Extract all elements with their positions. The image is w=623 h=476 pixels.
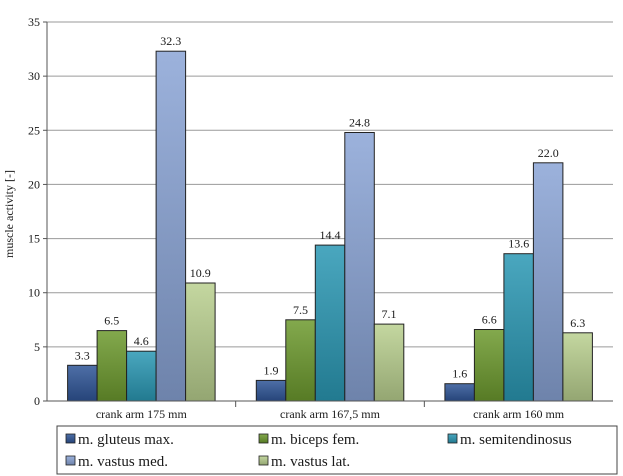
data-label: 3.3 bbox=[75, 348, 90, 362]
legend: m. gluteus max. m. biceps fem. m. semitend… bbox=[56, 425, 618, 475]
data-label: 4.6 bbox=[134, 334, 149, 348]
data-label: 24.8 bbox=[349, 116, 370, 130]
bar bbox=[255, 379, 287, 402]
legend-swatch bbox=[447, 433, 458, 444]
bar bbox=[67, 364, 98, 402]
data-labels: 3.3 6.5 4.6 32.3 10.9 1.9 7.5 14.4 24.8 7.1 1.6 6.6… bbox=[75, 34, 585, 381]
bar bbox=[344, 132, 375, 402]
bar bbox=[473, 329, 505, 402]
data-label: 32.3 bbox=[160, 34, 181, 48]
data-label: 7.5 bbox=[293, 303, 308, 317]
data-label: 1.9 bbox=[264, 363, 279, 377]
bar bbox=[155, 50, 187, 402]
x-category-label: crank arm 175 mm bbox=[96, 407, 188, 421]
legend-swatch bbox=[258, 455, 269, 466]
y-tick-label: 5 bbox=[34, 340, 40, 354]
y-tick-label: 25 bbox=[28, 123, 40, 137]
x-category-label: crank arm 167,5 mm bbox=[280, 407, 381, 421]
data-label: 6.6 bbox=[482, 313, 497, 327]
x-category-label: crank arm 160 mm bbox=[473, 407, 565, 421]
bar bbox=[126, 350, 157, 402]
data-label: 7.1 bbox=[382, 307, 397, 321]
data-label: 10.9 bbox=[190, 266, 211, 280]
legend-box bbox=[56, 425, 618, 475]
bar bbox=[503, 253, 534, 402]
data-label: 14.4 bbox=[320, 228, 341, 242]
bars bbox=[67, 50, 593, 402]
legend-swatch bbox=[65, 433, 76, 444]
y-tick-label: 0 bbox=[34, 394, 40, 408]
bar bbox=[185, 282, 216, 402]
bar bbox=[314, 244, 346, 402]
data-label: 6.3 bbox=[570, 316, 585, 330]
y-axis-title: muscle activity [-] bbox=[2, 170, 16, 258]
data-label: 22.0 bbox=[538, 146, 559, 160]
legend-label: m. semitendinosus bbox=[460, 432, 572, 448]
y-tick-label: 30 bbox=[28, 69, 40, 83]
y-tick-label: 20 bbox=[28, 177, 40, 191]
legend-label: m. biceps fem. bbox=[271, 432, 359, 448]
legend-label: m. vastus lat. bbox=[271, 454, 350, 470]
bar bbox=[285, 319, 316, 402]
bar bbox=[444, 383, 475, 402]
legend-swatch bbox=[258, 433, 269, 444]
bar bbox=[562, 332, 593, 402]
y-tick-label: 15 bbox=[28, 232, 40, 246]
data-label: 13.6 bbox=[508, 237, 529, 251]
y-tick-label: 10 bbox=[28, 286, 40, 300]
bar bbox=[532, 162, 564, 402]
axes: 0 5 10 15 20 25 30 35 crank arm 175 mm crank arm … bbox=[28, 15, 613, 421]
data-label: 1.6 bbox=[452, 367, 467, 381]
data-label: 6.5 bbox=[104, 314, 119, 328]
bar bbox=[373, 323, 405, 402]
legend-label: m. vastus med. bbox=[78, 454, 168, 470]
bar bbox=[96, 330, 128, 402]
legend-label: m. gluteus max. bbox=[78, 432, 174, 448]
y-tick-label: 35 bbox=[28, 15, 40, 29]
legend-swatch bbox=[65, 455, 76, 466]
